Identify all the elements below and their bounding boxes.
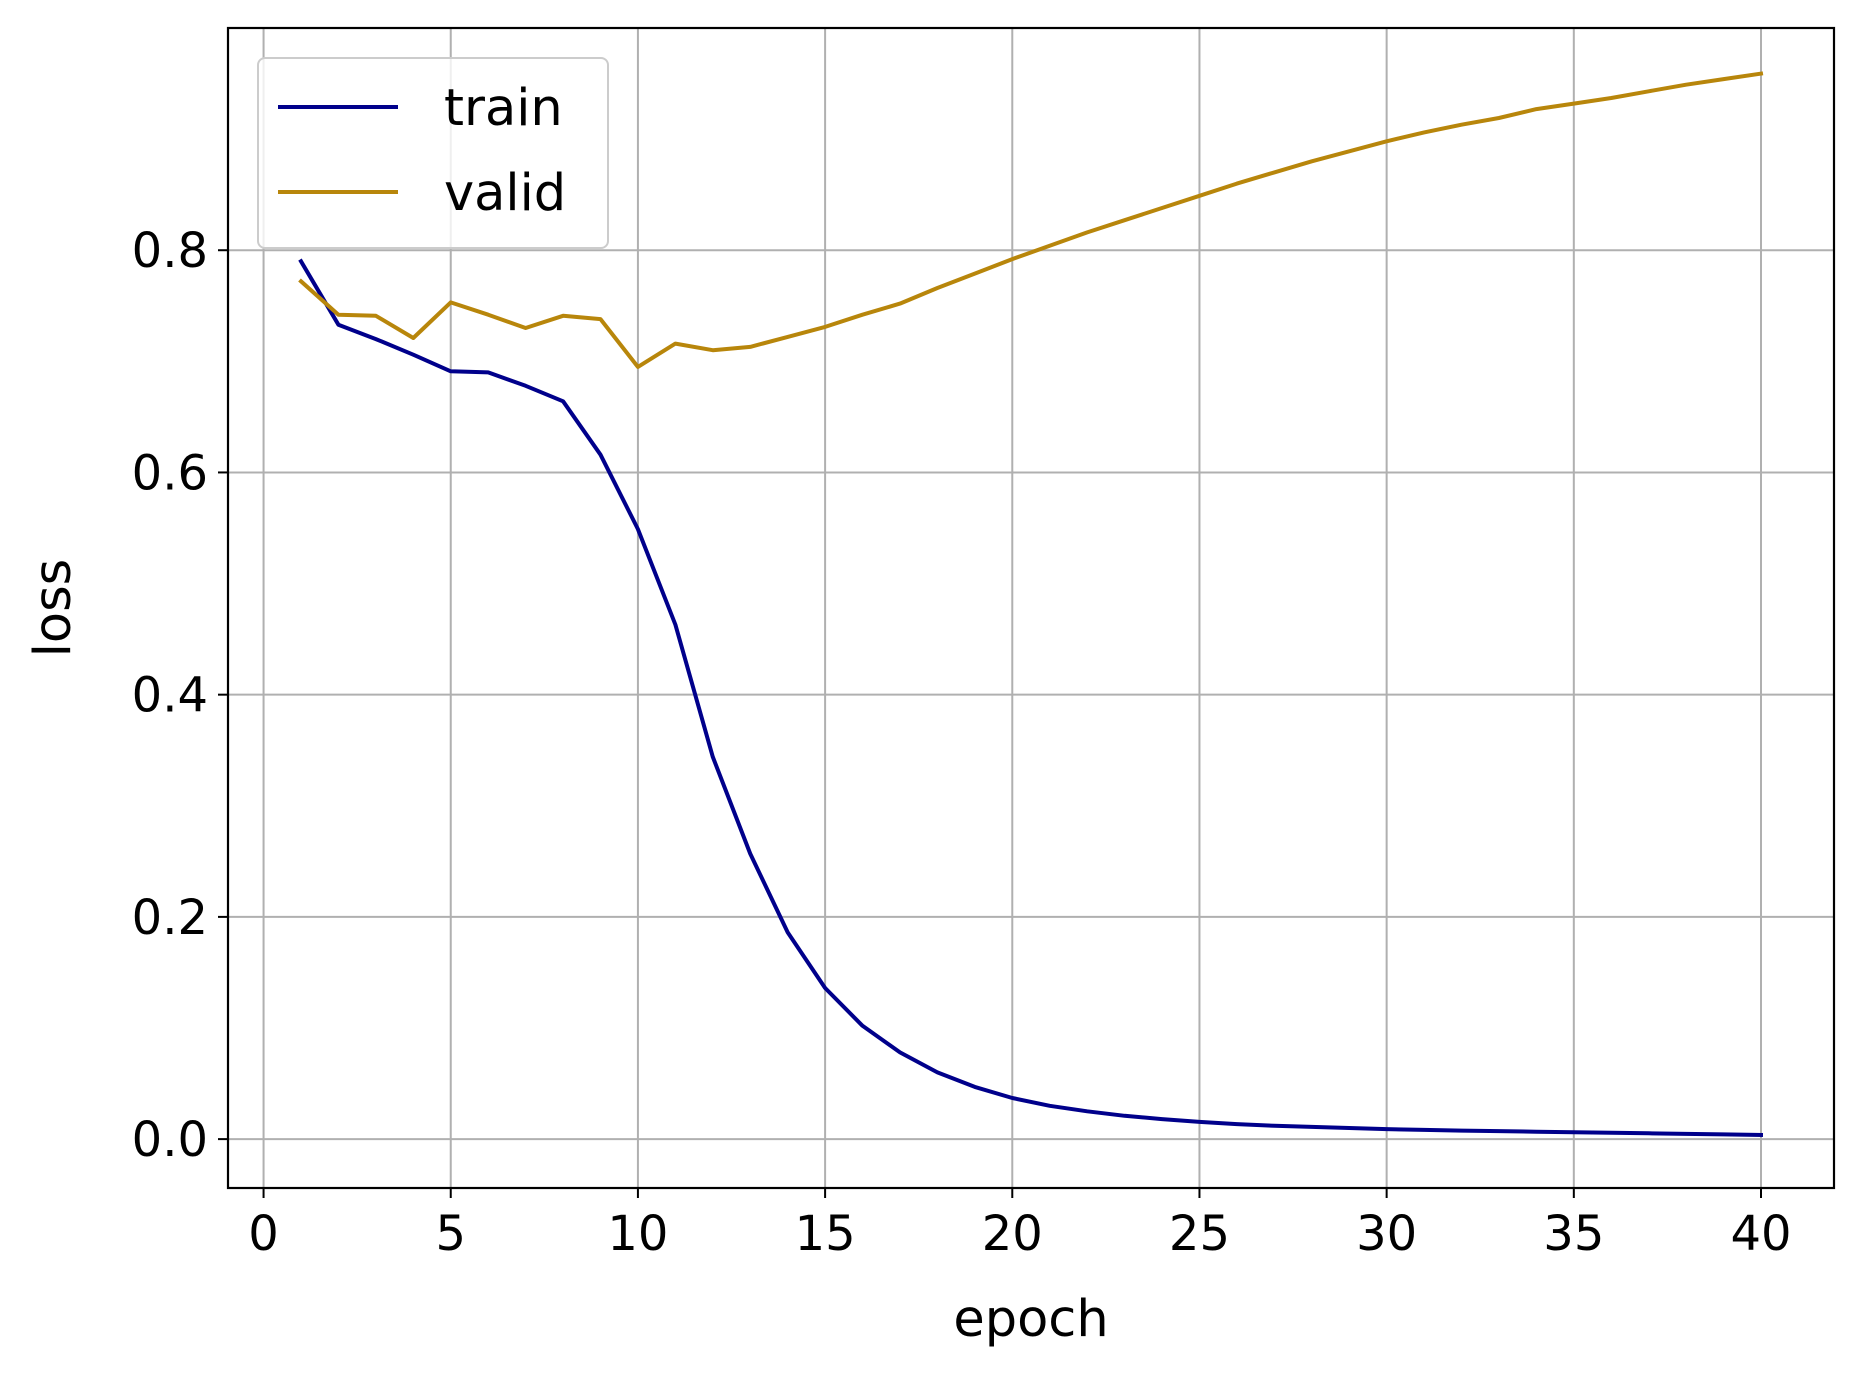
- series-line-train: [298, 258, 1764, 1138]
- x-tick-label: 20: [982, 1206, 1043, 1262]
- grid: [228, 28, 1834, 1188]
- x-tick-label: 35: [1543, 1206, 1604, 1262]
- y-tick-label: 0.8: [132, 223, 208, 279]
- y-tick-label: 0.6: [132, 445, 208, 501]
- y-tick-label: 0.4: [132, 668, 208, 724]
- plot-frame: [226, 26, 1836, 1190]
- x-axis-label: epoch: [953, 1290, 1108, 1349]
- x-tick-label: 15: [795, 1206, 856, 1262]
- tick-labels: 0 5 10 15 20 25 30 35 40 0.0 0.2 0.4 0.6 0.8: [132, 223, 1792, 1262]
- series-layer: [298, 71, 1764, 1138]
- y-tick-label: 0.2: [132, 890, 208, 946]
- y-axis-label: loss: [24, 559, 83, 658]
- x-tick-label: 5: [435, 1206, 466, 1262]
- x-tick-label: 30: [1356, 1206, 1417, 1262]
- y-tick-label: 0.0: [132, 1112, 208, 1168]
- legend-label-train: train: [444, 79, 563, 138]
- x-tick-label: 25: [1169, 1206, 1230, 1262]
- ticks: [218, 249, 1762, 1198]
- x-tick-label: 10: [607, 1206, 668, 1262]
- x-tick-label: 0: [248, 1206, 279, 1262]
- series-line-valid: [298, 71, 1764, 369]
- legend-label-valid: valid: [444, 164, 566, 223]
- x-tick-label: 40: [1730, 1206, 1791, 1262]
- legend: train valid: [257, 57, 609, 249]
